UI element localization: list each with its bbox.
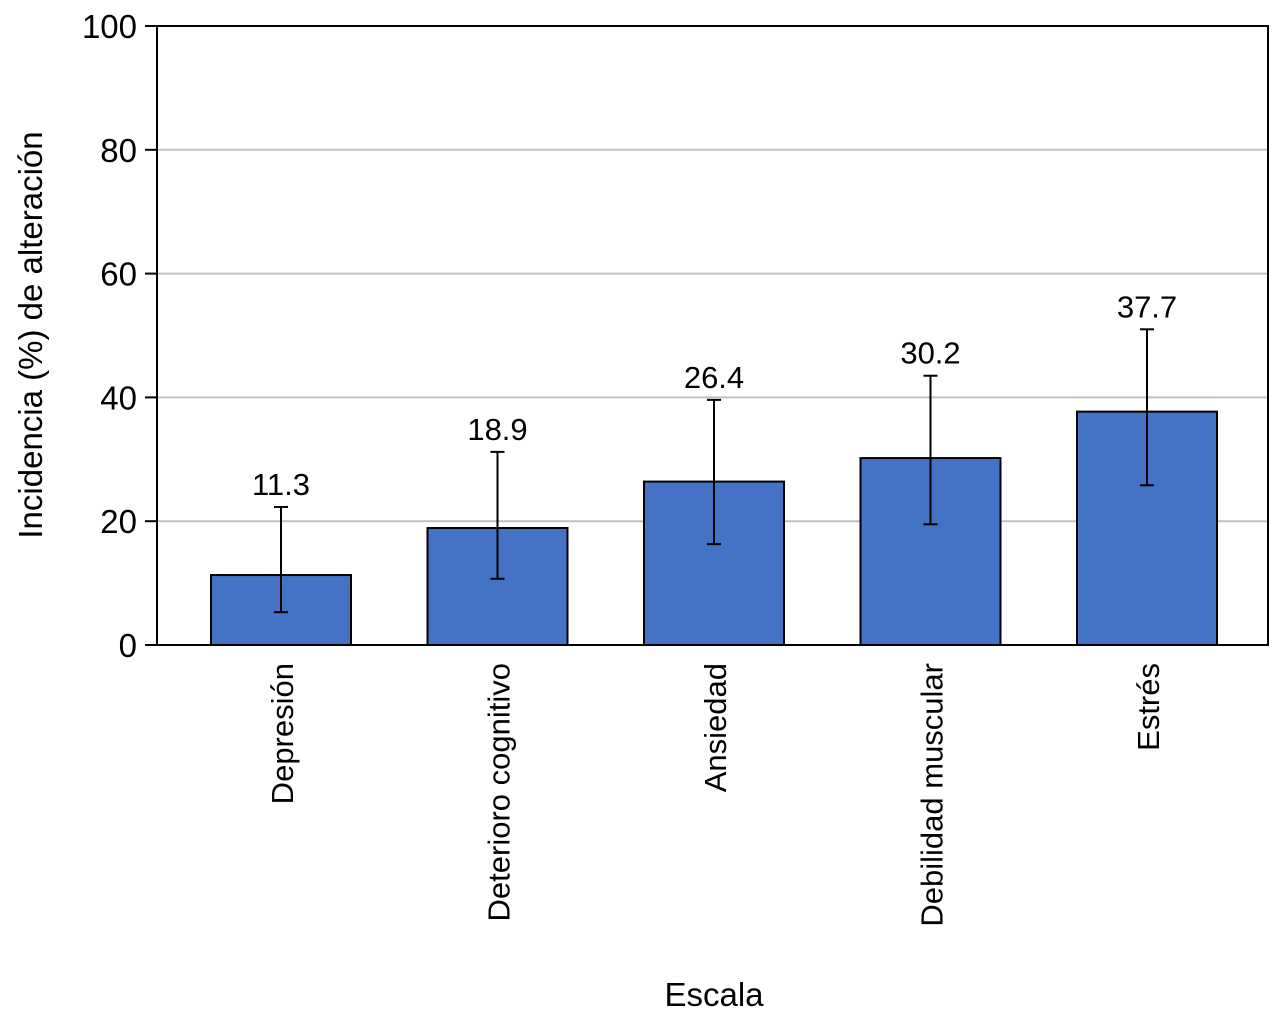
y-tick-label: 80	[100, 132, 137, 169]
y-axis-title: Incidencia (%) de alteración	[12, 131, 49, 538]
x-tick-label: Deterioro cognitivo	[482, 663, 517, 921]
labels: 0 20 40 60 80 100 11.3 Depresión 18.9 Deterioro c…	[82, 8, 1177, 927]
data-label: 18.9	[467, 412, 527, 447]
data-label: 26.4	[684, 360, 744, 395]
data-label: 30.2	[900, 336, 960, 371]
x-tick-label: Estrés	[1131, 663, 1166, 751]
x-tick-label: Depresión	[265, 663, 300, 804]
y-tick-label: 0	[119, 627, 137, 664]
x-tick-label: Debilidad muscular	[915, 663, 950, 927]
y-tick-label: 60	[100, 256, 137, 293]
x-tick-label: Ansiedad	[698, 663, 733, 792]
plot-frame	[156, 25, 1269, 646]
x-axis-title: Escala	[664, 976, 764, 1013]
y-tick-label: 100	[82, 8, 137, 45]
data-label: 11.3	[252, 467, 310, 502]
y-tick-label: 20	[100, 503, 137, 540]
data-label: 37.7	[1117, 289, 1177, 324]
y-tick-label: 40	[100, 379, 137, 416]
axes	[145, 25, 1269, 646]
